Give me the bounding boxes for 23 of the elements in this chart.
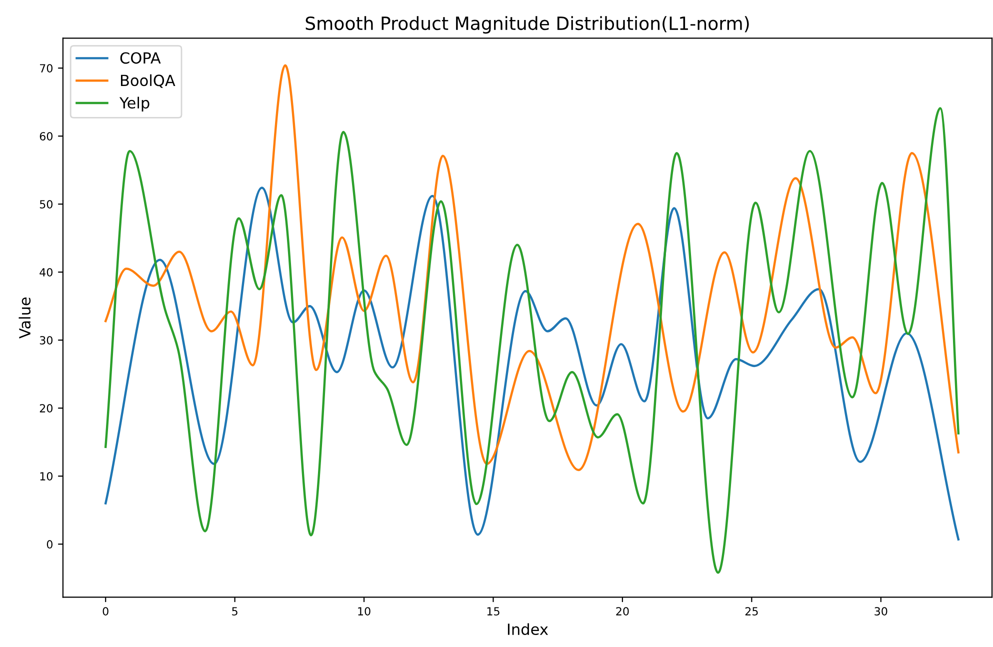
x-axis-title: Index bbox=[508, 623, 548, 636]
x-tick-label: 0 bbox=[102, 607, 108, 616]
legend-label: Yelp bbox=[119, 96, 150, 112]
line-series bbox=[104, 64, 960, 472]
y-tick-label: 0 bbox=[46, 540, 52, 549]
x-tick-label: 30 bbox=[874, 607, 888, 616]
y-tick-label: 20 bbox=[40, 404, 52, 413]
y-tick-label: 60 bbox=[40, 132, 52, 140]
y-tick-label: 30 bbox=[40, 336, 52, 344]
legend-label: BoolQA bbox=[120, 74, 176, 88]
x-tick-label: 25 bbox=[745, 607, 758, 616]
x-tick-label: 10 bbox=[358, 607, 370, 616]
line-series bbox=[104, 186, 960, 540]
x-tick-label: 20 bbox=[616, 607, 629, 616]
y-axis-title: Value bbox=[18, 298, 31, 339]
y-tick-label: 50 bbox=[40, 200, 52, 208]
legend-label: COPA bbox=[120, 52, 161, 64]
y-tick-label: 70 bbox=[40, 64, 52, 72]
x-tick-label: 5 bbox=[232, 607, 238, 616]
x-tick-label: 15 bbox=[487, 607, 500, 616]
y-tick-label: 10 bbox=[40, 472, 52, 481]
chart-title: Smooth Product Magnitude Distribution(L1-norm) bbox=[306, 16, 749, 34]
y-tick-label: 40 bbox=[40, 268, 52, 276]
